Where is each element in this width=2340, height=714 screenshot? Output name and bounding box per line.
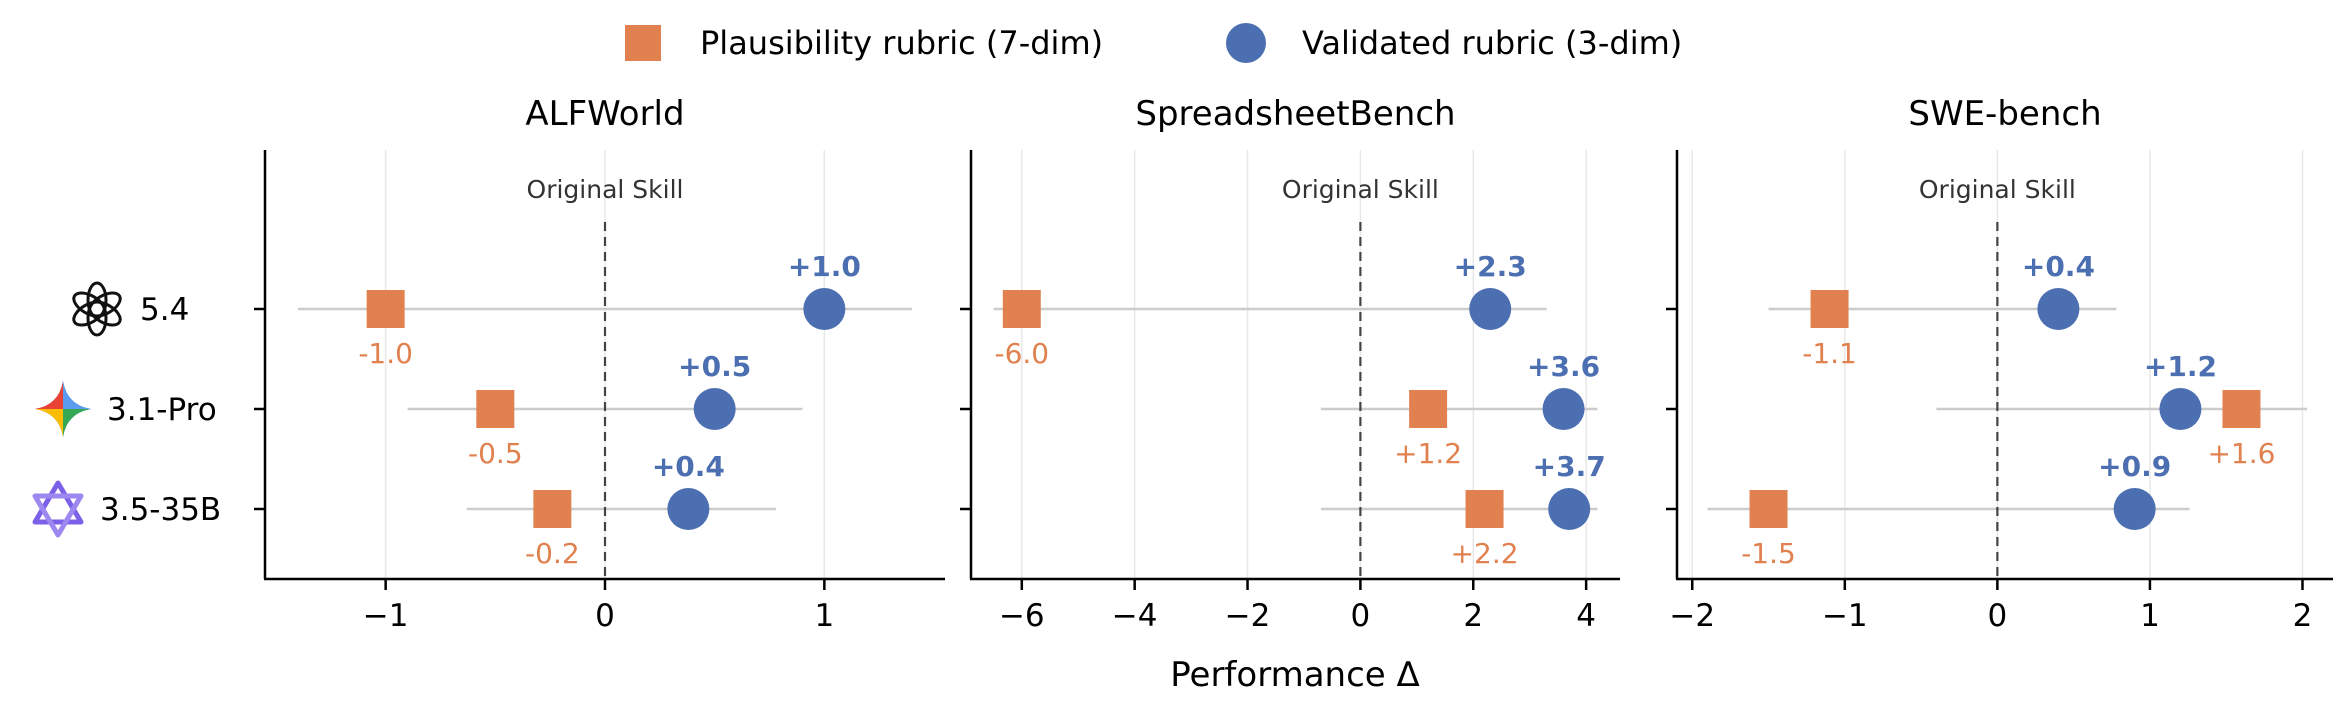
x-tick-label: −1 (363, 598, 409, 634)
x-tick-label: 1 (814, 598, 834, 634)
validated-marker (1542, 388, 1585, 430)
x-tick-label: 4 (1576, 598, 1596, 634)
data-label: +3.6 (1527, 350, 1600, 383)
model-labels: 5.4 3.1-Pro 3.5-35B (32, 281, 221, 538)
validated-marker (667, 488, 710, 530)
x-tick-label: 2 (2293, 598, 2313, 634)
plausibility-marker (533, 490, 572, 528)
panel-title: SpreadsheetBench (1135, 94, 1455, 134)
plausibility-marker (1749, 490, 1788, 528)
plausibility-marker (1409, 390, 1448, 428)
legend-circle-marker (1226, 23, 1266, 63)
plausibility-marker (1002, 290, 1041, 328)
validated-marker (2159, 388, 2202, 430)
validated-marker (2037, 288, 2080, 330)
plausibility-marker (366, 290, 405, 328)
chart-panel: SpreadsheetBench Original Skill -6.0 +1.2 +2… (960, 94, 1620, 634)
data-label: +0.4 (2022, 250, 2095, 283)
legend: Plausibility rubric (7-dim) Validated rub… (625, 23, 1682, 63)
data-label: +1.2 (2144, 350, 2217, 383)
data-label: -1.0 (358, 337, 413, 370)
panel-title: SWE-bench (1908, 94, 2101, 134)
plausibility-marker (2222, 390, 2261, 428)
panel-title: ALFWorld (525, 94, 684, 134)
x-tick-label: 0 (1988, 598, 2008, 634)
data-label: -0.5 (468, 437, 523, 470)
legend-label: Plausibility rubric (7-dim) (700, 24, 1103, 62)
data-label: -6.0 (994, 337, 1049, 370)
validated-marker (693, 388, 736, 430)
validated-marker (2113, 488, 2156, 530)
plausibility-marker (476, 390, 515, 428)
data-label: +1.2 (1394, 437, 1462, 470)
openai-icon (72, 281, 122, 337)
plausibility-marker (1465, 490, 1504, 528)
validated-marker (803, 288, 846, 330)
chart-panel: ALFWorld Original Skill -1.0 -0.5 -0.2 +1.0 +0… (254, 94, 945, 634)
model-label: 5.4 (140, 292, 189, 328)
model-label: 3.1-Pro (107, 392, 217, 428)
x-tick-label: 1 (2140, 598, 2160, 634)
data-label: -1.5 (1741, 537, 1796, 570)
data-label: +0.9 (2098, 450, 2171, 483)
plausibility-marker (1810, 290, 1849, 328)
data-label: +0.5 (678, 350, 751, 383)
x-tick-label: 0 (1351, 598, 1371, 634)
data-label: -1.1 (1802, 337, 1857, 370)
data-label: +0.4 (652, 450, 725, 483)
validated-marker (1469, 288, 1512, 330)
gemini-icon (35, 381, 91, 437)
x-tick-label: −6 (999, 598, 1045, 634)
data-label: +2.2 (1451, 537, 1519, 570)
validated-marker (1548, 488, 1591, 530)
qwen-icon (32, 480, 84, 538)
x-tick-label: −2 (1669, 598, 1715, 634)
x-tick-label: 0 (595, 598, 615, 634)
chart-panel: SWE-bench Original Skill -1.1 +1.6 -1.5 +0.4 +… (1666, 94, 2333, 634)
original-skill-annotation: Original Skill (1282, 175, 1439, 204)
x-tick-label: −1 (1822, 598, 1868, 634)
x-tick-label: −4 (1112, 598, 1158, 634)
model-label: 3.5-35B (100, 492, 221, 528)
x-axis-label: Performance Δ (1170, 655, 1420, 695)
legend-square-marker (625, 25, 661, 61)
chart-panels: ALFWorld Original Skill -1.0 -0.5 -0.2 +1.0 +0… (254, 94, 2333, 634)
data-label: +3.7 (1533, 450, 1606, 483)
original-skill-annotation: Original Skill (1919, 175, 2076, 204)
data-label: +1.0 (788, 250, 861, 283)
original-skill-annotation: Original Skill (527, 175, 684, 204)
x-tick-label: −2 (1225, 598, 1271, 634)
data-label: +2.3 (1454, 250, 1527, 283)
data-label: -0.2 (525, 537, 580, 570)
x-tick-label: 2 (1463, 598, 1483, 634)
data-label: +1.6 (2207, 437, 2275, 470)
legend-label: Validated rubric (3-dim) (1302, 24, 1682, 62)
